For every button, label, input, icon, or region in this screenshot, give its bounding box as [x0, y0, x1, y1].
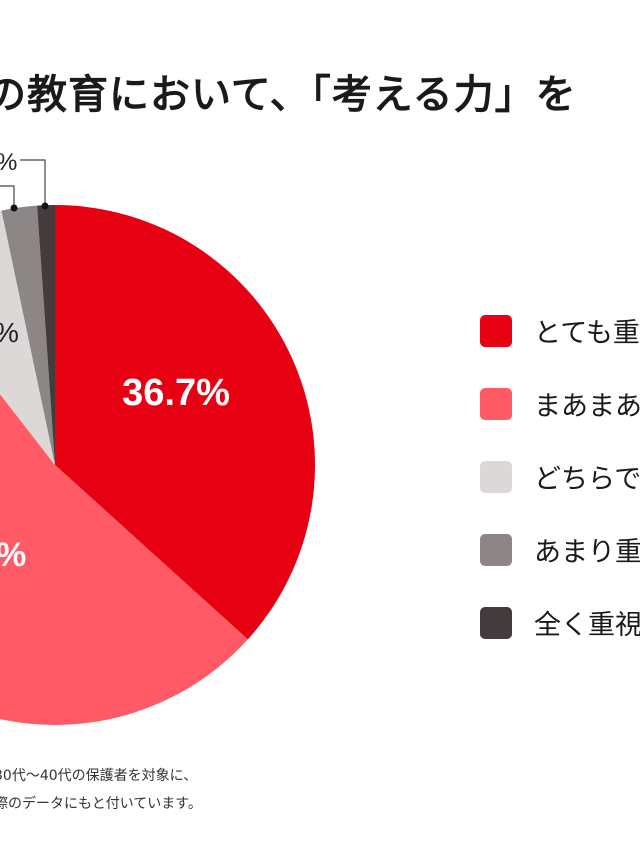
- legend: とても重 まあまあ どちらで あまり重 全く重視: [480, 294, 640, 659]
- leader-line-dark: [20, 159, 46, 206]
- legend-swatch: [480, 314, 512, 347]
- legend-item: どちらで: [480, 440, 640, 513]
- legend-swatch: [480, 460, 512, 493]
- slice-not-important: [37, 205, 55, 465]
- data-label-lightgray: %: [0, 317, 19, 348]
- legend-label: どちらで: [534, 464, 640, 495]
- legend-label: まあまあ: [534, 391, 640, 422]
- leader-dot-dark: [41, 202, 49, 210]
- data-label-top: %: [0, 149, 17, 176]
- legend-item: 全く重視: [480, 586, 640, 659]
- legend-item: とても重: [480, 294, 640, 367]
- legend-swatch: [480, 533, 512, 566]
- legend-swatch: [480, 387, 512, 420]
- footnote: 30代～40代の保護者を対象に、 際のデータにもと付いています。: [0, 762, 202, 818]
- slice-very-important: [55, 205, 315, 640]
- legend-label: 全く重視: [534, 610, 640, 641]
- slice-neutral: [0, 210, 55, 465]
- data-label-red: 36.7%: [122, 372, 230, 414]
- footnote-line: 際のデータにもと付いています。: [0, 796, 202, 812]
- leader-dot-gray: [10, 204, 18, 212]
- legend-label: とても重: [534, 318, 640, 349]
- legend-item: あまり重: [480, 513, 640, 586]
- legend-label: あまり重: [534, 537, 640, 568]
- leader-lines: [0, 159, 49, 212]
- slice-somewhat-important: [0, 394, 248, 725]
- leader-line-gray: [0, 185, 15, 208]
- data-label-pink: %: [0, 536, 26, 574]
- chart-title: の教育において、「考える力」を: [0, 72, 577, 118]
- slice-not-very-important: [1, 205, 55, 466]
- legend-item: まあまあ: [480, 367, 640, 440]
- footnote-line: 30代～40代の保護者を対象に、: [0, 768, 198, 784]
- legend-swatch: [480, 606, 512, 639]
